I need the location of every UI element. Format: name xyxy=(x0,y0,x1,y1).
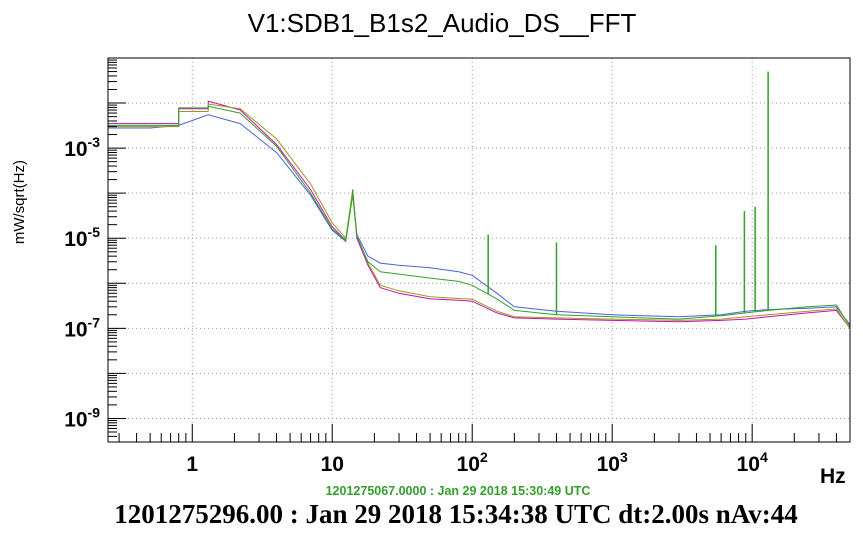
x-tick-label: 102 xyxy=(457,449,488,476)
y-axis-label: mW/sqrt(Hz) xyxy=(11,160,28,244)
plot-frame xyxy=(107,57,851,443)
tick-layer: 10-3 10-5 10-7 10-9 1 10 102 103 104 xyxy=(64,57,851,476)
x-tick-label: 1 xyxy=(186,453,198,476)
series-line-1 xyxy=(108,100,851,329)
series-line-3 xyxy=(108,103,851,329)
x-tick-label: 10 xyxy=(321,453,344,476)
y-tick-label: 10-3 xyxy=(64,134,100,161)
y-tick-label: 10-5 xyxy=(64,224,100,251)
series-line-2 xyxy=(108,114,851,326)
y-tick-label: 10-9 xyxy=(64,404,100,431)
reference-timestamp: 1201275067.0000 : Jan 29 2018 15:30:49 U… xyxy=(326,484,591,498)
series-line-4 xyxy=(108,105,851,327)
x-tick-label: 103 xyxy=(597,449,628,476)
y-tick-label: 10-7 xyxy=(64,314,100,341)
main-timestamp: 1201275296.00 : Jan 29 2018 15:34:38 UTC… xyxy=(114,499,798,529)
x-axis-unit: Hz xyxy=(820,465,846,488)
series-layer xyxy=(108,71,851,329)
chart-title: V1:SDB1_B1s2_Audio_DS__FFT xyxy=(248,8,637,38)
grid-layer xyxy=(108,58,850,442)
x-tick-label: 104 xyxy=(737,449,768,476)
